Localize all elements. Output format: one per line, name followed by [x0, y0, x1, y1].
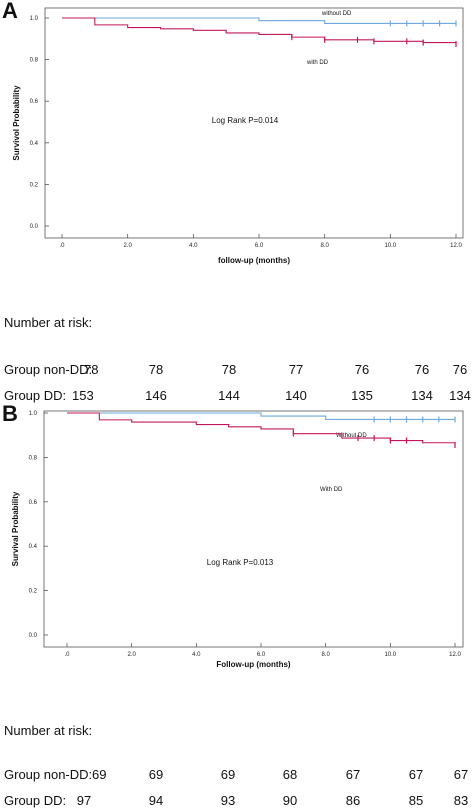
risk-value: 68 — [282, 767, 298, 782]
log-rank-annotation: Log Rank P=0.013 — [207, 558, 274, 567]
risk-value: 93 — [220, 793, 236, 808]
panel-letter: A — [2, 0, 18, 23]
y-tick-label: 0.8 — [29, 455, 38, 461]
x-tick-label: .0 — [59, 243, 65, 249]
risk-value: 77 — [288, 362, 304, 377]
y-tick-label: 0.2 — [29, 589, 38, 595]
risk-row-dd: Group DD: 97 94 93 90 86 85 83 — [0, 793, 474, 809]
y-tick-label: 0.0 — [29, 633, 38, 639]
risk-value: 90 — [282, 793, 298, 808]
risk-value: 76 — [414, 362, 430, 377]
risk-value: 78 — [84, 362, 99, 377]
survival-curve-without-dd — [67, 412, 455, 420]
risk-value: 83 — [453, 793, 469, 808]
risk-value: 86 — [345, 793, 361, 808]
x-tick-label: 8.0 — [321, 652, 330, 658]
risk-value: 144 — [218, 388, 240, 403]
y-tick-label: 0.4 — [30, 141, 39, 147]
x-tick-label: 2.0 — [127, 652, 136, 658]
x-tick-label: 10.0 — [384, 243, 396, 249]
risk-value: 153 — [72, 388, 94, 403]
y-axis-label: Survival Probability — [11, 491, 20, 566]
km-chart-b: 0.0 0.2 0.4 0.6 0.8 1.0 .0 2.0 4.0 6.0 8.0 10.0 12.0… — [11, 410, 464, 669]
risk-table-title: Number at risk: — [4, 723, 93, 738]
risk-value: 135 — [351, 388, 373, 403]
risk-row-label: Group DD: — [4, 793, 67, 808]
risk-row-non-dd: Group non-DD: 78 78 78 77 76 76 76 — [0, 362, 474, 378]
km-chart-a: 0.0 0.2 0.4 0.6 0.8 1.0 .0 2.0 4.0 6.0 8.0 10.0 12.0… — [12, 7, 464, 265]
risk-table-title: Number at risk: — [4, 315, 93, 330]
x-tick-label: 4.0 — [189, 243, 198, 249]
y-tick-label: 0.8 — [30, 58, 39, 64]
series-label: without DD — [321, 11, 352, 17]
x-tick-label: .0 — [64, 652, 70, 658]
y-tick-label: 0.6 — [29, 500, 38, 506]
y-tick-label: 0.2 — [30, 182, 39, 188]
risk-value: 78 — [221, 362, 237, 377]
x-tick-label: 8.0 — [320, 243, 329, 249]
x-tick-label: 6.0 — [257, 652, 266, 658]
y-tick-label: 1.0 — [30, 16, 39, 22]
risk-value: 69 — [220, 767, 236, 782]
risk-value: 146 — [145, 388, 167, 403]
x-tick-label: 12.0 — [450, 243, 462, 249]
y-tick-label: 0.0 — [30, 224, 39, 230]
survival-curve-with-dd — [62, 17, 457, 44]
x-tick-label: 10.0 — [384, 652, 396, 658]
plot-frame — [44, 7, 464, 239]
risk-row-label: Group non-DD: — [4, 767, 93, 782]
panel-b: B 0.0 0.2 0.4 0.6 0.8 1.0 .0 2.0 4.0 6.0 8.0 10.0 12… — [0, 401, 474, 809]
x-tick-label: 6.0 — [255, 243, 264, 249]
y-tick-label: 0.4 — [29, 544, 38, 550]
risk-value: 140 — [285, 388, 307, 403]
risk-row-label: Group DD: — [4, 388, 67, 403]
risk-value: 76 — [452, 362, 468, 377]
risk-row-label: Group non-DD: — [4, 362, 93, 377]
risk-value: 67 — [408, 767, 424, 782]
risk-row-dd: Group DD: 153 146 144 140 135 134 134 — [0, 388, 474, 404]
risk-row-non-dd: Group non-DD: 69 69 69 68 67 67 67 — [0, 767, 474, 783]
y-tick-label: 1.0 — [29, 411, 38, 417]
risk-value: 67 — [345, 767, 361, 782]
risk-value: 134 — [411, 388, 433, 403]
x-tick-label: 2.0 — [123, 243, 132, 249]
risk-value: 97 — [76, 793, 92, 808]
risk-value: 85 — [408, 793, 424, 808]
survival-curve-with-dd — [67, 412, 456, 445]
plot-frame — [43, 410, 464, 648]
risk-value: 78 — [148, 362, 164, 377]
series-label: With DD — [320, 487, 343, 493]
panel-a: A 0.0 0.2 0.4 0.6 0.8 1.0 .0 2.0 4.0 6.0 8.0 10.0 12… — [0, 0, 474, 403]
risk-value: 69 — [92, 767, 107, 782]
panel-letter: B — [2, 401, 18, 426]
y-tick-label: 0.6 — [30, 99, 39, 105]
series-label: with DD — [306, 60, 329, 66]
x-tick-label: 12.0 — [449, 652, 461, 658]
risk-value: 69 — [148, 767, 164, 782]
risk-value: 76 — [354, 362, 370, 377]
x-axis-label: Follow-up (months) — [216, 660, 291, 669]
y-axis-label: Survivol Probability — [12, 85, 21, 161]
risk-value: 94 — [148, 793, 164, 808]
x-tick-label: 4.0 — [192, 652, 201, 658]
series-label: Without DD — [336, 433, 367, 439]
risk-value: 134 — [449, 388, 471, 403]
x-axis-label: follow-up (months) — [218, 256, 290, 265]
survival-curve-without-dd — [62, 17, 456, 24]
log-rank-annotation: Log Rank P=0.014 — [212, 116, 279, 125]
risk-value: 67 — [453, 767, 469, 782]
